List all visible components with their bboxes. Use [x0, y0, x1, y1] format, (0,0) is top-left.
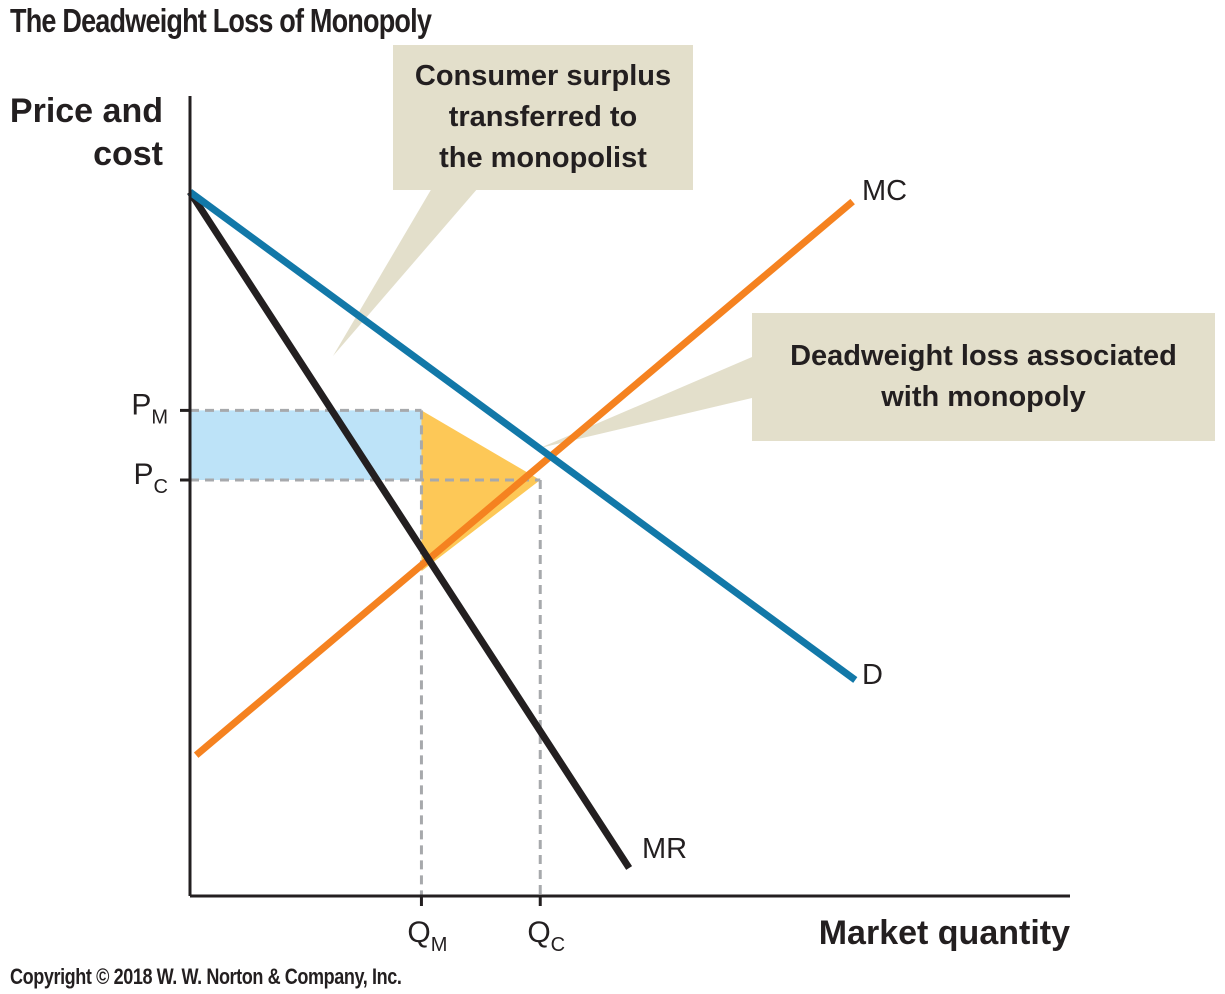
curves [187, 189, 858, 870]
mc-curve-label: MC [862, 175, 907, 207]
deadweight-loss-pointer [540, 357, 752, 448]
deadweight-loss-callout: Deadweight loss associated with monopoly [752, 313, 1215, 441]
x-tick-label-c: QC [527, 916, 565, 956]
y-tick-label-c: PC [134, 458, 168, 498]
consumer-surplus-callout-line-1: Consumer surplus [414, 60, 672, 92]
copyright-notice: Copyright © 2018 W. W. Norton & Company,… [10, 964, 402, 989]
figure-title: The Deadweight Loss of Monopoly [10, 2, 432, 39]
shaded-areas [190, 410, 541, 572]
y-tick-label-m: PM [131, 388, 168, 428]
marginal-revenue-curve [187, 190, 633, 870]
x-axis-label: Market quantity [818, 914, 1070, 952]
consumer-surplus-callout-line-2: transferred to [448, 101, 638, 133]
y-axis-label: Price and cost [10, 90, 163, 176]
d-curve-label: D [862, 659, 883, 691]
consumer-surplus-pointer [333, 188, 478, 356]
y-axis-label-line-1: Price and [9, 92, 163, 130]
guide-lines [190, 408, 542, 896]
chart-labels: PM PC QM QC D MR MC [131, 175, 907, 956]
demand-curve [187, 189, 858, 683]
consumer-surplus-callout-line-3: the monopolist [439, 142, 647, 174]
deadweight-loss-area [421, 410, 541, 572]
marginal-cost-curve [193, 198, 855, 758]
callout-pointers [333, 188, 752, 448]
consumer-surplus-transfer-area [190, 410, 422, 480]
axes [180, 96, 1070, 906]
x-tick-label-m: QM [407, 916, 447, 956]
consumer-surplus-callout: Consumer surplus transferred to the mono… [393, 45, 693, 190]
deadweight-loss-callout-line-2: with monopoly [881, 381, 1086, 413]
mr-curve-label: MR [642, 833, 687, 865]
deadweight-loss-callout-line-1: Deadweight loss associated [790, 340, 1177, 372]
y-axis-label-line-2: cost [93, 135, 163, 173]
